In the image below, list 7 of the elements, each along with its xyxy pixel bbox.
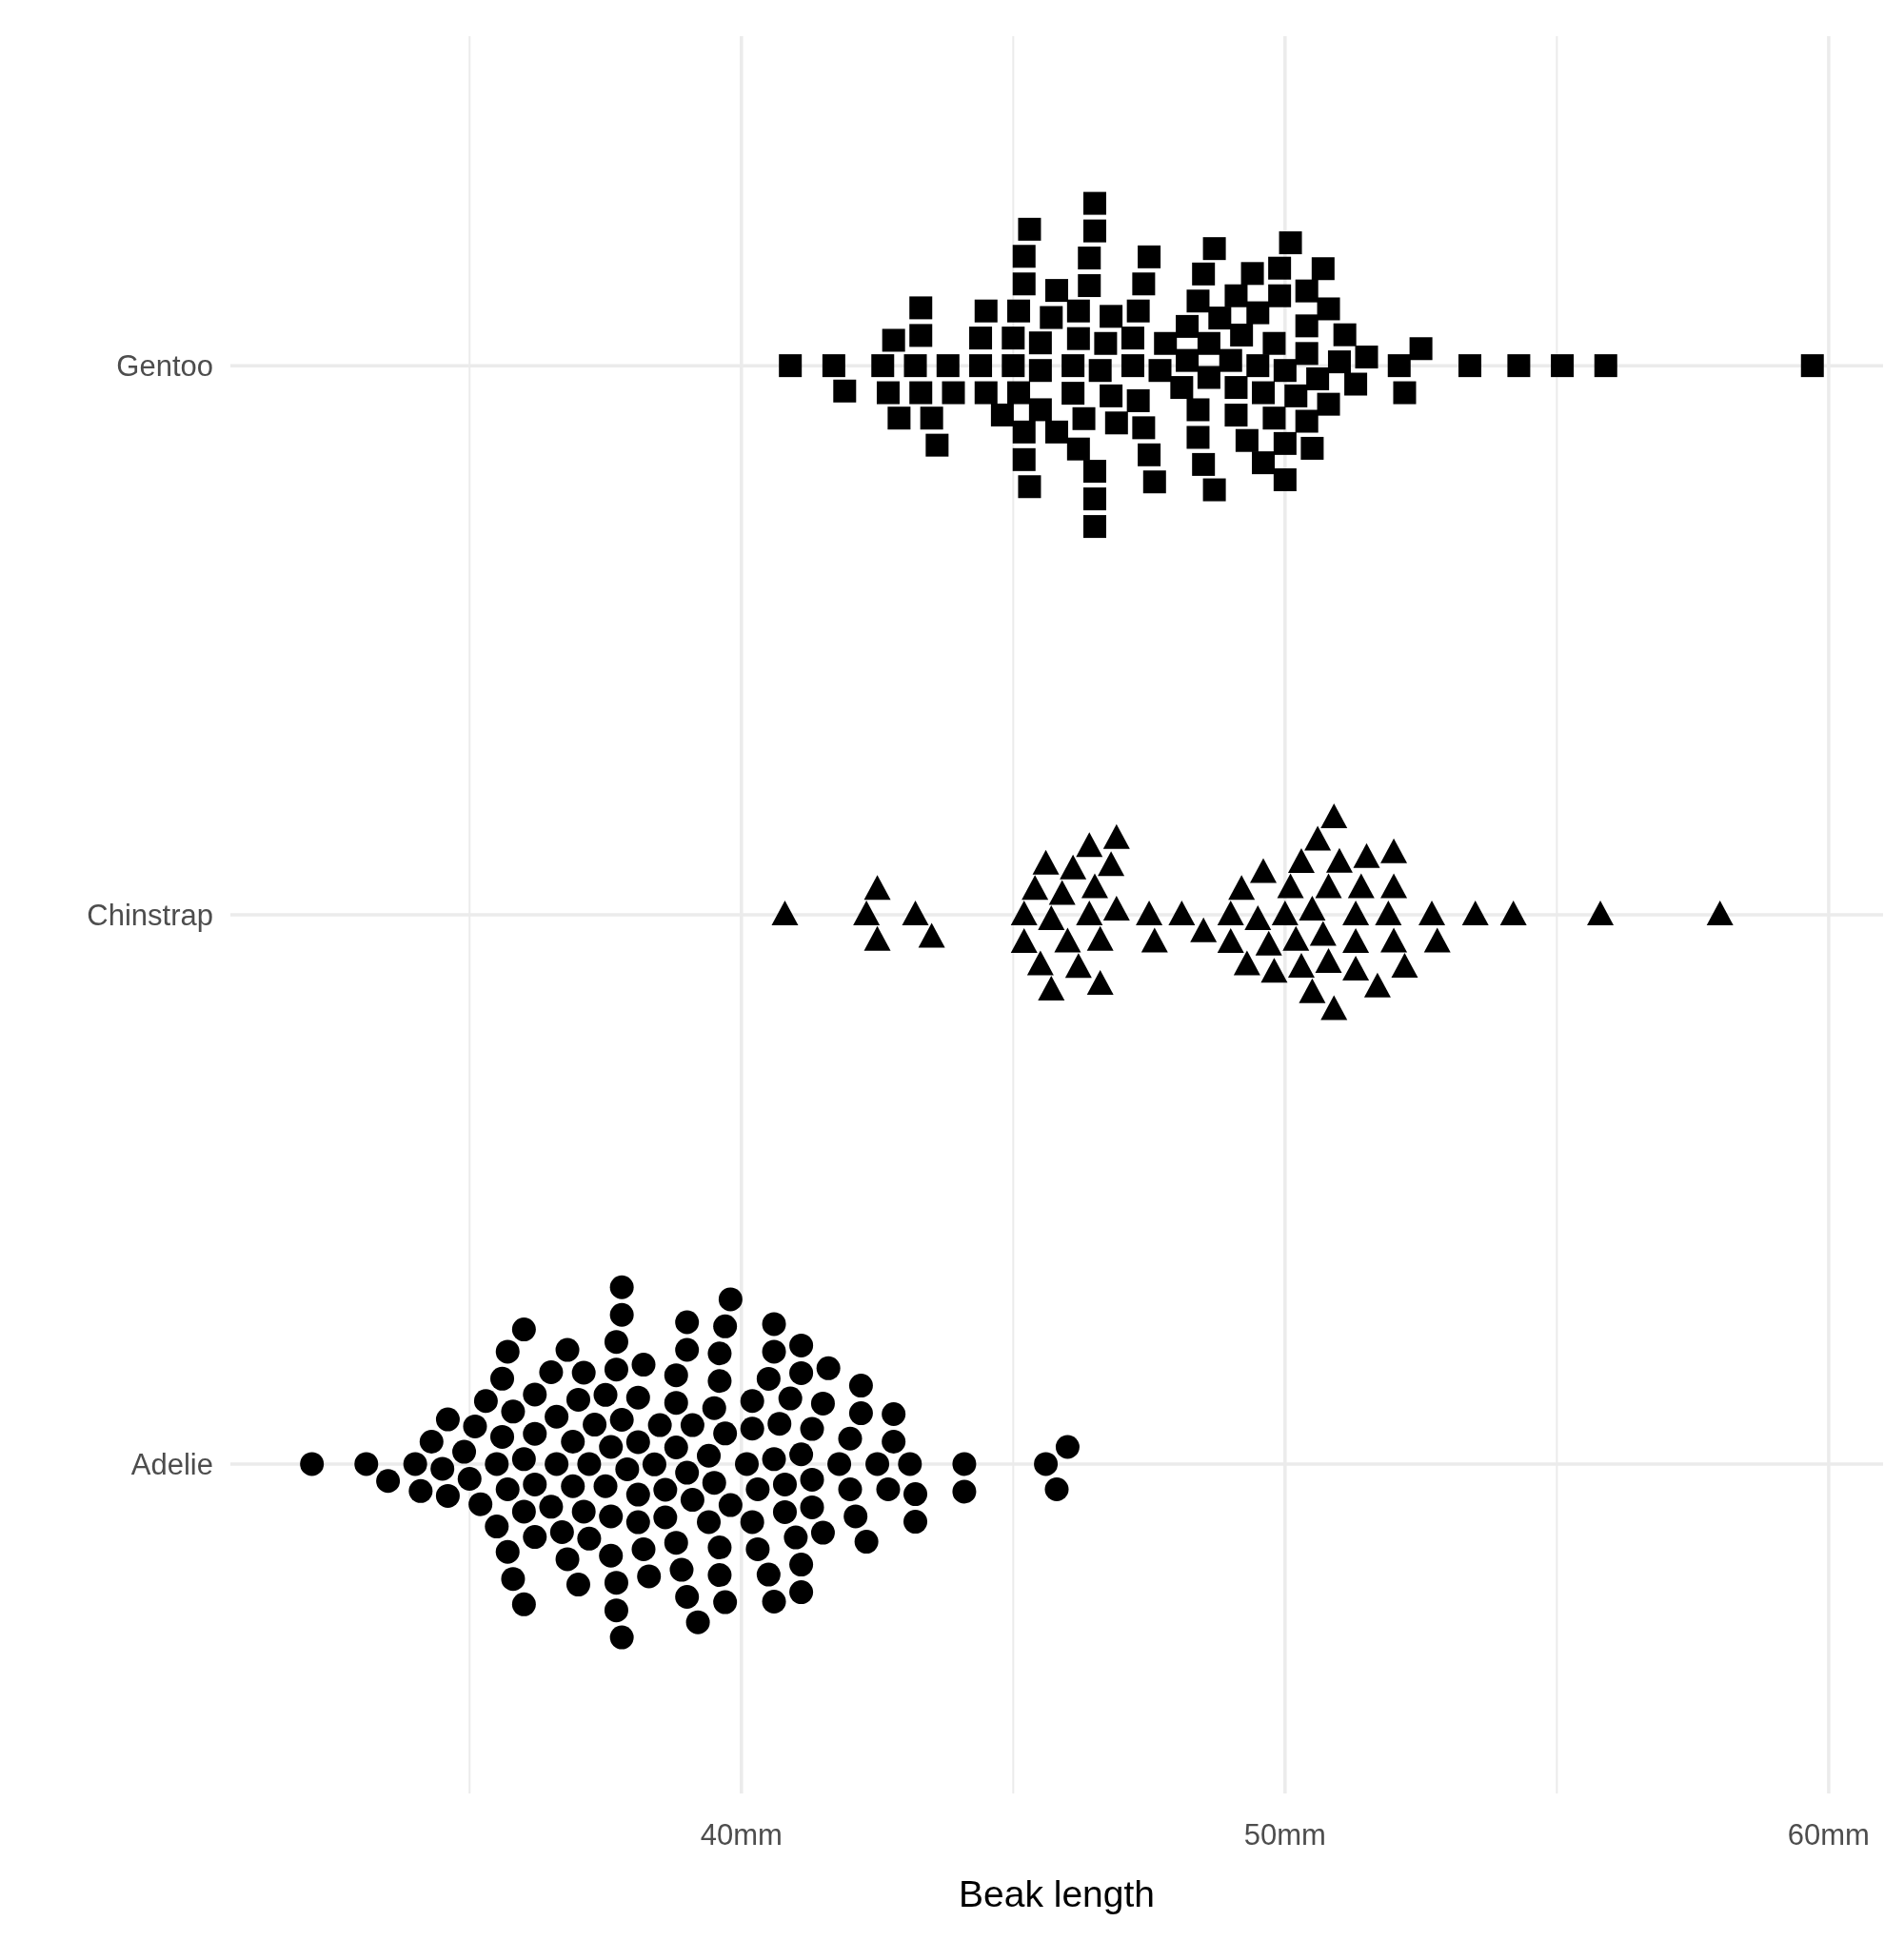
- x-tick-label: 60mm: [1787, 1818, 1870, 1852]
- y-tick-label: Adelie: [130, 1447, 213, 1481]
- x-axis-title: Beak length: [959, 1873, 1155, 1914]
- x-tick-label: 40mm: [700, 1818, 783, 1852]
- y-tick-label: Chinstrap: [87, 899, 213, 932]
- x-tick-label: 50mm: [1243, 1818, 1326, 1852]
- y-tick-label: Gentoo: [116, 349, 213, 384]
